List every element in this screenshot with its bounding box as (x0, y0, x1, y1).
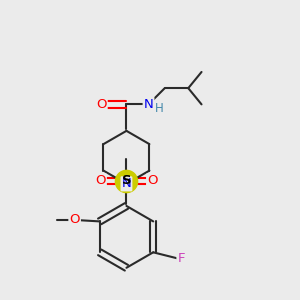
Text: H: H (154, 102, 163, 115)
Text: N: N (144, 98, 153, 111)
Text: S: S (122, 174, 131, 188)
Text: O: O (69, 213, 80, 226)
Text: O: O (96, 98, 107, 111)
Text: N: N (122, 177, 131, 190)
Text: F: F (177, 252, 185, 265)
Text: O: O (95, 174, 106, 188)
Text: O: O (147, 174, 158, 188)
